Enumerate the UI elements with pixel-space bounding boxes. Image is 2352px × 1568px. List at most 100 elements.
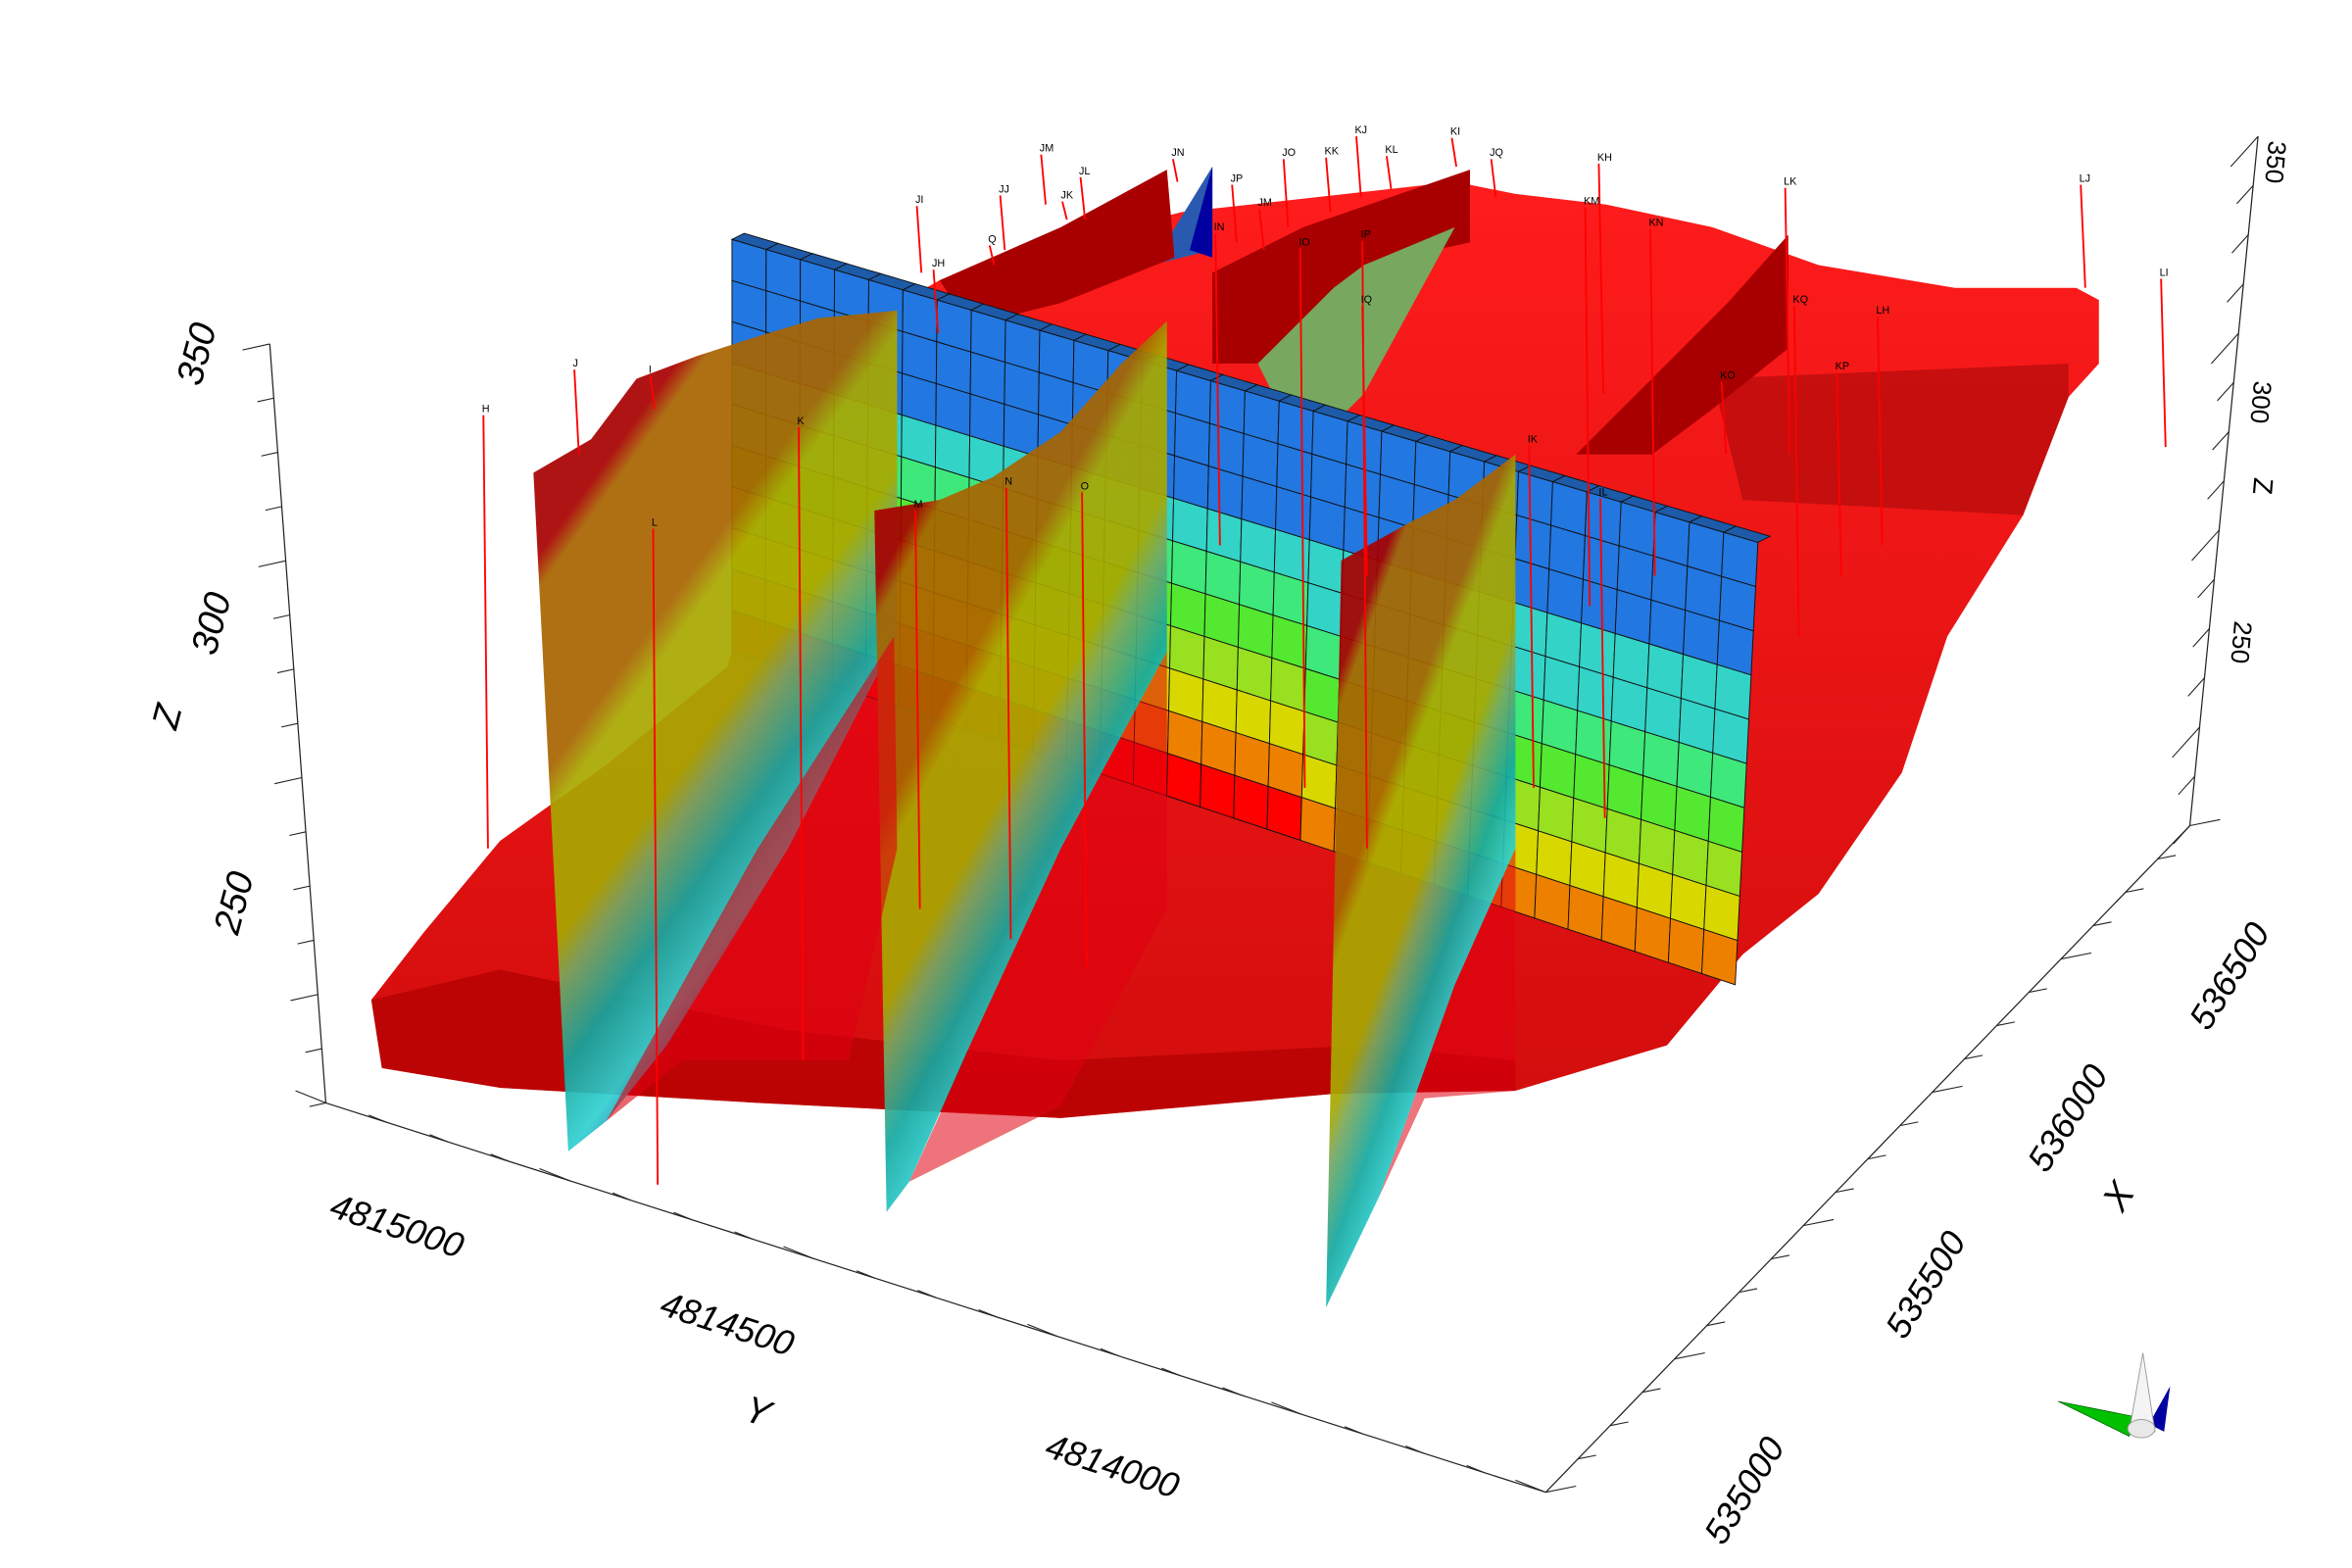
borehole-line [1282, 159, 1290, 227]
z-axis-right-tick [2172, 726, 2200, 759]
z-axis-left-tick [297, 939, 315, 945]
borehole-line [1040, 154, 1047, 205]
z-right-tick-label: 250 [2225, 619, 2259, 665]
borehole-label: JP [1231, 173, 1244, 185]
borehole-line [1528, 445, 1535, 788]
borehole-label: KK [1325, 146, 1340, 158]
y-axis-tick [917, 1290, 937, 1298]
z-axis-left-tick [309, 1102, 326, 1107]
borehole-line [1298, 248, 1306, 788]
borehole-line [1584, 207, 1592, 607]
borehole-label: KL [1385, 144, 1397, 156]
voxel-cell [1701, 928, 1739, 986]
z-right-axis-title: Z [2246, 476, 2279, 496]
z-axis-right-tick [2217, 381, 2234, 402]
z-axis-right-tick [2211, 332, 2239, 365]
x-axis-tick [1545, 1485, 1577, 1494]
x-axis-tick [1867, 1154, 1886, 1160]
borehole-line [482, 415, 489, 849]
y-axis-tick [1466, 1464, 1486, 1474]
y-axis-tick [1027, 1323, 1058, 1338]
borehole-line [2080, 184, 2086, 288]
borehole-label: KH [1597, 152, 1612, 164]
x-axis-tick [2125, 888, 2144, 894]
borehole-label: LI [2160, 267, 2169, 278]
borehole-line [1599, 498, 1606, 818]
borehole-line [1720, 381, 1728, 455]
z-axis-right-tick [2227, 283, 2244, 303]
borehole-label: H [482, 403, 490, 415]
borehole-line [1386, 156, 1393, 190]
borehole-label: IP [1361, 229, 1371, 241]
borehole-line [1214, 233, 1221, 546]
x-axis-tick [2092, 921, 2112, 927]
borehole-label: JK [1060, 190, 1073, 202]
borehole-label: O [1081, 480, 1089, 492]
borehole-label: KI [1450, 126, 1460, 138]
y-axis-tick [1271, 1401, 1302, 1415]
cross-section-fence-2 [874, 320, 1167, 1212]
y-axis-tick [1222, 1387, 1242, 1396]
borehole-label: JL [1079, 166, 1090, 177]
borehole-label: LJ [2080, 173, 2090, 185]
z-axis-left-tick [258, 560, 286, 567]
borehole-line [1258, 209, 1265, 251]
z-right-tick-label: 350 [2259, 139, 2293, 185]
borehole-line [2160, 278, 2167, 448]
x-axis-tick [2157, 855, 2177, 860]
z-axis-right-tick [2192, 628, 2210, 648]
borehole-label: N [1004, 476, 1012, 488]
x-axis-tick [1996, 1021, 2016, 1027]
z-axis-right-tick [2191, 529, 2220, 562]
borehole-line [1597, 163, 1605, 394]
x-axis-tick [2060, 952, 2092, 960]
x-axis-tick [1771, 1254, 1790, 1260]
borehole-label: JM [1258, 197, 1272, 209]
x-axis-tick [1706, 1321, 1726, 1327]
borehole-label: Q [988, 233, 996, 245]
y-axis-tick [1515, 1479, 1546, 1494]
y-axis-tick [856, 1270, 875, 1279]
x-axis-tick [1642, 1388, 1661, 1394]
borehole-label: KM [1584, 196, 1599, 208]
borehole-label: JQ [1490, 147, 1503, 159]
borehole-line [1793, 306, 1800, 637]
borehole-line [1081, 492, 1088, 970]
x-axis-tick [1899, 1121, 1919, 1127]
y-axis-tick [978, 1309, 998, 1318]
borehole-line [999, 195, 1006, 251]
y-axis-tick [1161, 1367, 1181, 1377]
z-axis-left-tick [242, 343, 270, 351]
borehole-line [1061, 201, 1068, 220]
x-axis-tick [1739, 1288, 1758, 1294]
y-axis-tick [490, 1153, 510, 1162]
borehole-line [1649, 228, 1656, 576]
borehole-label: L [652, 516, 658, 528]
red-surface-front [606, 636, 1516, 1198]
z-axis-right-tick [2231, 234, 2249, 254]
cross-section-fence-1 [533, 310, 898, 1152]
z-axis-right-tick [2187, 677, 2205, 697]
borehole-line [573, 369, 580, 455]
borehole-line [1079, 176, 1087, 220]
x-axis-tick [1578, 1454, 1596, 1460]
borehole-label: IL [1598, 487, 1607, 499]
x-axis-tick [1932, 1085, 1963, 1094]
borehole-label: JN [1171, 147, 1184, 159]
cross-section-fence-3 [1326, 454, 1516, 1308]
borehole-label: J [573, 358, 578, 369]
borehole-line [914, 510, 921, 909]
borehole-label: KQ [1792, 294, 1808, 306]
borehole-label: IN [1214, 221, 1225, 233]
borehole-label: KN [1648, 217, 1663, 228]
y-axis-tick [734, 1231, 754, 1240]
z-axis-left-tick [265, 506, 282, 512]
x-axis-tick [1674, 1351, 1705, 1360]
borehole-label: M [913, 499, 922, 511]
z-axis-right-tick [2197, 578, 2215, 599]
z-axis-right-tick [2236, 185, 2254, 205]
y-axis-tick [429, 1134, 449, 1143]
